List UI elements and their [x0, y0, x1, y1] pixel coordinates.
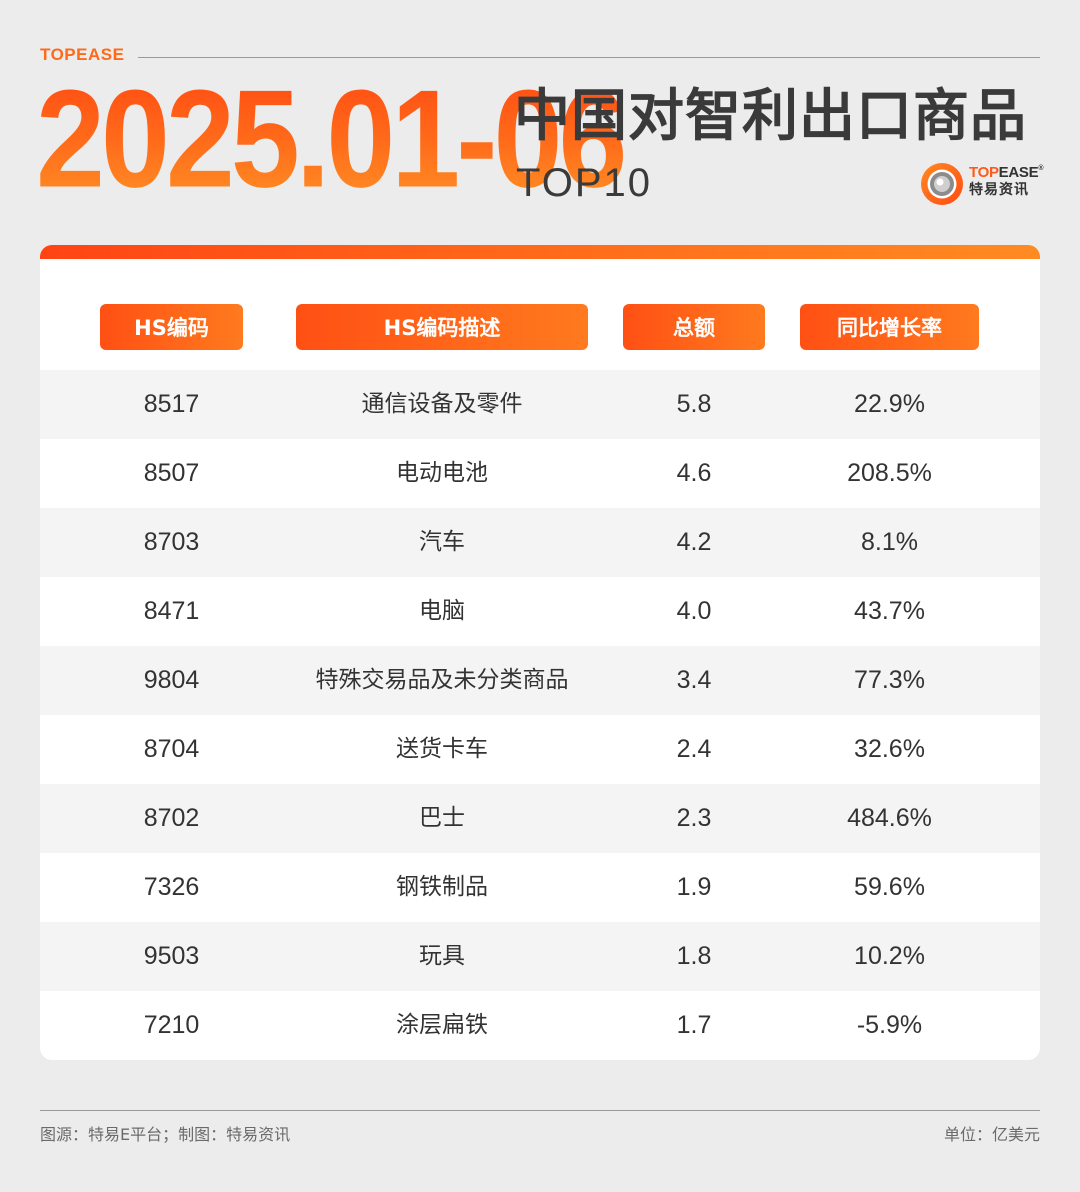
- column-header-hs-description: HS编码描述: [296, 304, 588, 350]
- yoy-growth-cell: 32.6%: [854, 735, 925, 763]
- hs-description-cell: 涂层扁铁: [396, 1012, 488, 1038]
- hs-description-cell: 钢铁制品: [396, 874, 488, 900]
- yoy-growth-cell: 8.1%: [861, 528, 918, 556]
- table-row: 9804 特殊交易品及未分类商品 3.4 77.3%: [40, 646, 1040, 715]
- yoy-growth-cell: 59.6%: [854, 873, 925, 901]
- column-header-hs-code: HS编码: [100, 304, 243, 350]
- table-row: 7210 涂层扁铁 1.7 -5.9%: [40, 991, 1040, 1060]
- hs-description-cell: 通信设备及零件: [361, 391, 523, 417]
- card-accent-bar: [40, 245, 1040, 259]
- hs-description-cell: 巴士: [419, 805, 465, 831]
- yoy-growth-cell: 10.2%: [854, 942, 925, 970]
- page-title: 中国对智利出口商品: [514, 84, 1027, 149]
- total-cell: 2.3: [676, 804, 712, 832]
- total-cell: 4.6: [676, 459, 712, 487]
- total-cell: 1.9: [676, 873, 712, 901]
- hs-description-cell: 电动电池: [396, 460, 488, 486]
- hs-description-cell: 电脑: [419, 598, 465, 624]
- table-row: 8702 巴士 2.3 484.6%: [40, 784, 1040, 853]
- total-cell: 1.8: [676, 942, 712, 970]
- hs-code-cell: 8702: [143, 804, 200, 832]
- total-cell: 2.4: [676, 735, 712, 763]
- logo-wordmark: TOPEASE®: [969, 164, 1044, 181]
- total-cell: 4.2: [676, 528, 712, 556]
- table-row: 7326 钢铁制品 1.9 59.6%: [40, 853, 1040, 922]
- yoy-growth-cell: -5.9%: [856, 1011, 923, 1039]
- hs-code-cell: 9503: [143, 942, 200, 970]
- topease-logo: TOPEASE® 特易资讯: [920, 162, 1045, 208]
- table-row: 8704 送货卡车 2.4 32.6%: [40, 715, 1040, 784]
- total-cell: 4.0: [676, 597, 712, 625]
- source-credit: 图源：特易E平台；制图：特易资讯: [40, 1125, 291, 1144]
- hs-description-cell: 送货卡车: [396, 736, 488, 762]
- column-header-yoy-growth: 同比增长率: [800, 304, 979, 350]
- hs-code-cell: 7326: [143, 873, 200, 901]
- table-row: 8471 电脑 4.0 43.7%: [40, 577, 1040, 646]
- page-subtitle: TOP10: [516, 161, 652, 205]
- unit-label: 单位：亿美元: [943, 1125, 1040, 1144]
- table-row: 8517 通信设备及零件 5.8 22.9%: [40, 370, 1040, 439]
- hs-description-cell: 汽车: [419, 529, 465, 555]
- hs-code-cell: 7210: [143, 1011, 200, 1039]
- table-row: 8703 汽车 4.2 8.1%: [40, 508, 1040, 577]
- hs-description-cell: 玩具: [419, 943, 465, 969]
- logo-cn-text: 特易资讯: [969, 182, 1029, 198]
- total-cell: 3.4: [676, 666, 712, 694]
- yoy-growth-cell: 43.7%: [854, 597, 925, 625]
- hs-code-cell: 8507: [143, 459, 200, 487]
- top-divider: [138, 57, 1040, 58]
- column-header-total: 总额: [623, 304, 765, 350]
- hs-code-cell: 8517: [143, 390, 200, 418]
- table-row: 9503 玩具 1.8 10.2%: [40, 922, 1040, 991]
- total-cell: 1.7: [676, 1011, 712, 1039]
- yoy-growth-cell: 208.5%: [847, 459, 932, 487]
- total-cell: 5.8: [676, 390, 712, 418]
- hs-code-cell: 8704: [143, 735, 200, 763]
- hs-code-cell: 8471: [143, 597, 200, 625]
- table-row: 8507 电动电池 4.6 208.5%: [40, 439, 1040, 508]
- bottom-divider: [40, 1110, 1040, 1111]
- hs-code-cell: 9804: [143, 666, 200, 694]
- yoy-growth-cell: 484.6%: [847, 804, 932, 832]
- top10-table-card: HS编码 HS编码描述 总额 同比增长率 8517 通信设备及零件 5.8 22.9%…: [40, 245, 1040, 1060]
- date-range-heading: 2025.01-06: [36, 62, 627, 217]
- yoy-growth-cell: 77.3%: [854, 666, 925, 694]
- hs-code-cell: 8703: [143, 528, 200, 556]
- topease-ring-logo-icon: [921, 163, 963, 205]
- hs-description-cell: 特殊交易品及未分类商品: [315, 667, 569, 693]
- brand-label: TOPEASE: [40, 45, 125, 64]
- yoy-growth-cell: 22.9%: [854, 390, 925, 418]
